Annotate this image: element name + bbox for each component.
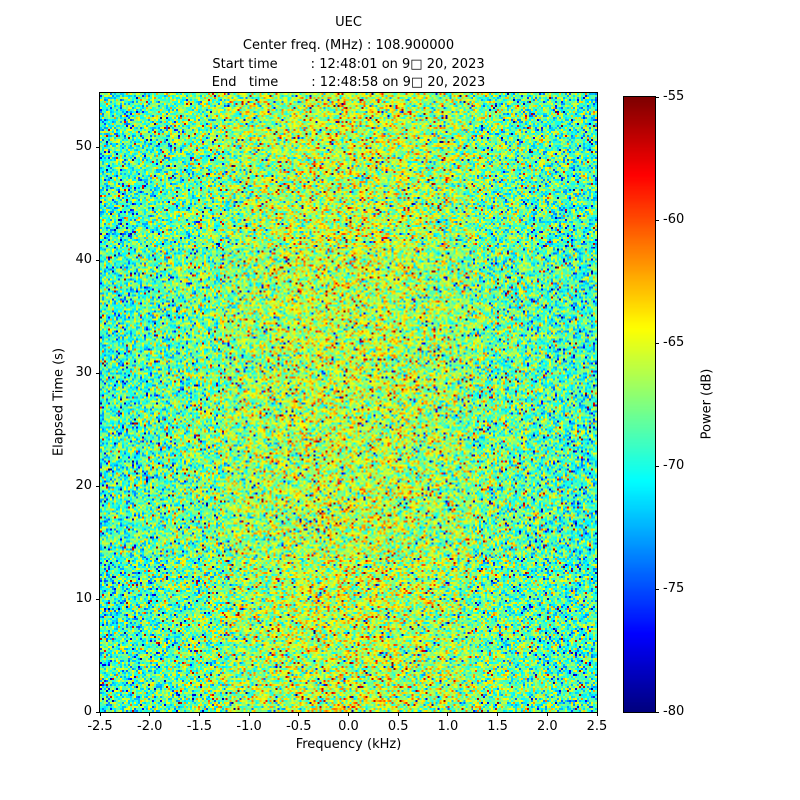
x-tick-label: 1.5: [487, 719, 508, 734]
y-tick: [96, 259, 100, 261]
y-tick-label: 40: [75, 252, 92, 268]
colorbar-tick-label: -60: [663, 212, 685, 227]
colorbar-label: Power (dB): [699, 368, 715, 440]
y-axis-label: Elapsed Time (s): [51, 347, 67, 457]
y-tick-label: 20: [75, 478, 92, 494]
y-tick: [96, 711, 100, 713]
x-tick-label: 2.0: [536, 719, 558, 734]
y-tick: [96, 372, 100, 374]
x-tick: [447, 712, 449, 716]
x-tick: [397, 712, 399, 716]
x-tick-label: 2.5: [586, 719, 608, 734]
y-tick-label: 0: [83, 704, 92, 719]
end-time-line: End time : 12:48:58 on 9□ 20, 2023: [211, 75, 486, 90]
x-tick: [546, 712, 548, 716]
x-tick-label: -1.0: [236, 719, 262, 734]
colorbar-tick: [655, 711, 659, 713]
x-tick: [596, 712, 598, 716]
colorbar-tick-label: -70: [663, 458, 685, 473]
x-tick: [198, 712, 200, 716]
x-tick-label: -0.5: [286, 719, 312, 734]
colorbar: [623, 96, 656, 713]
center-freq-line: Center freq. (MHz) : 108.900000: [242, 38, 455, 53]
spectrogram-heatmap: [99, 92, 598, 713]
start-time-line: Start time : 12:48:01 on 9□ 20, 2023: [212, 57, 485, 72]
colorbar-tick-label: -65: [663, 335, 685, 350]
colorbar-tick: [655, 342, 659, 344]
x-axis-label: Frequency (kHz): [295, 737, 402, 752]
x-tick: [348, 712, 349, 716]
colorbar-tick-label: -75: [663, 581, 685, 596]
x-tick: [497, 712, 499, 716]
x-tick-label: -2.0: [137, 719, 163, 734]
x-tick-label: 0.5: [387, 719, 409, 734]
x-tick-label: 1.0: [437, 719, 459, 734]
x-tick: [248, 712, 250, 716]
colorbar-tick: [655, 96, 659, 98]
chart-title: UEC: [335, 15, 362, 30]
x-tick-label: -2.5: [87, 719, 113, 734]
y-tick-label: 30: [75, 365, 92, 381]
x-tick: [149, 712, 151, 716]
x-tick: [298, 712, 300, 716]
y-tick-label: 50: [75, 139, 92, 155]
y-tick: [96, 598, 100, 600]
colorbar-tick-label: -55: [663, 89, 685, 104]
colorbar-tick: [655, 219, 659, 221]
x-tick-label: 0.0: [338, 719, 359, 734]
x-tick-label: -1.5: [186, 719, 213, 734]
x-tick: [99, 712, 101, 716]
y-tick-label: 10: [75, 591, 92, 607]
y-tick: [96, 485, 100, 487]
colorbar-tick: [655, 588, 659, 590]
colorbar-tick: [655, 465, 659, 467]
y-tick: [96, 146, 100, 148]
colorbar-tick-label: -80: [663, 704, 685, 719]
